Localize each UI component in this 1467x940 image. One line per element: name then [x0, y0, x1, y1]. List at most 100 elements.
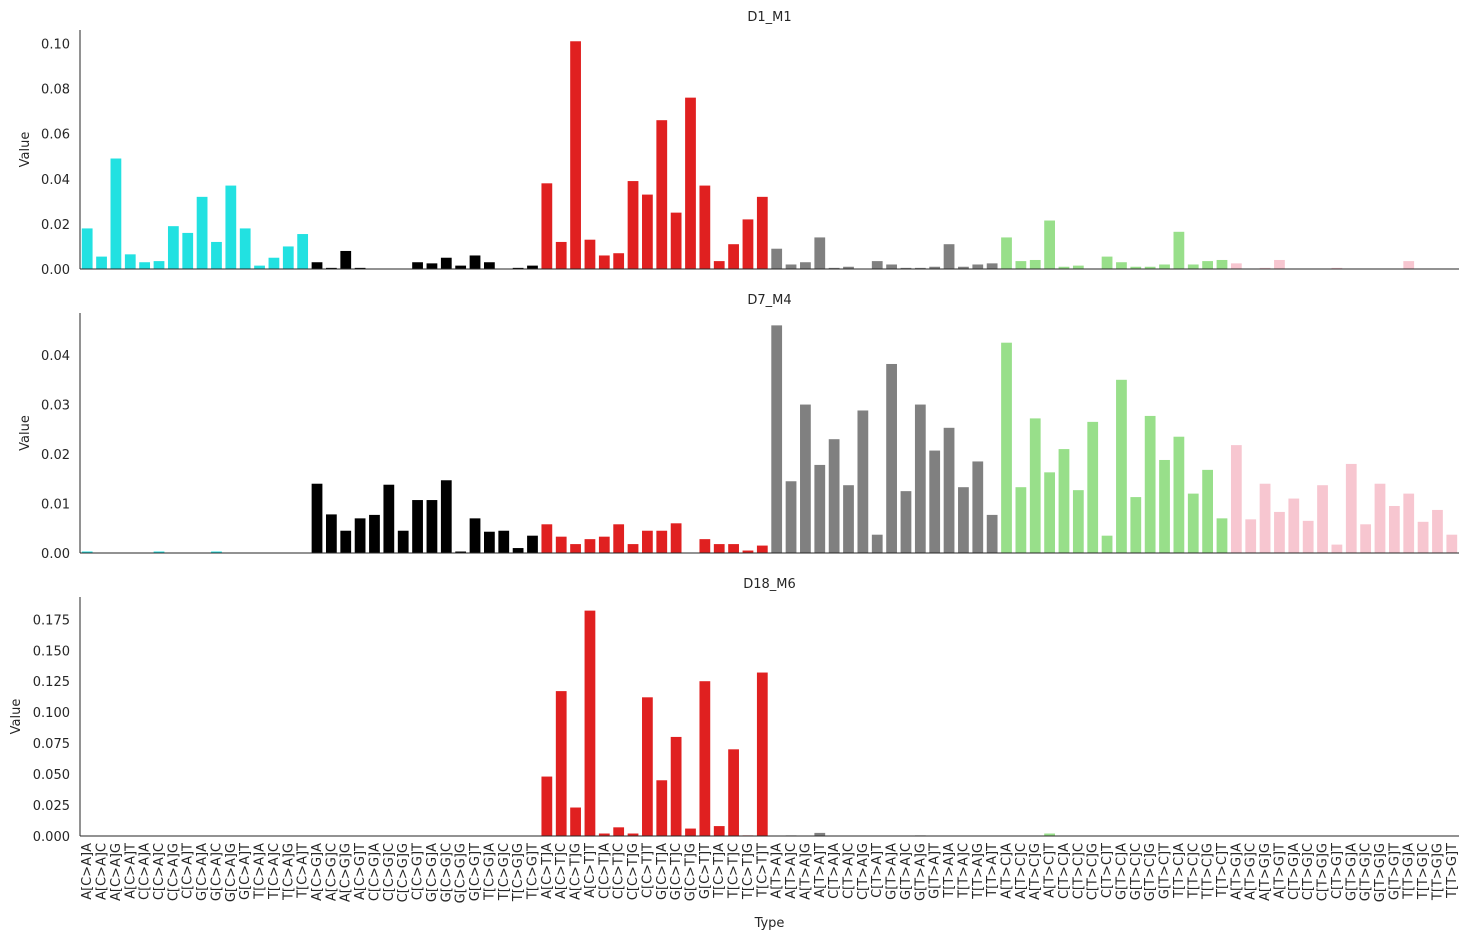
bar-G[C>G]A	[426, 263, 438, 269]
x-tick-label: G[C>T]C	[669, 843, 684, 900]
bar-G[C>T]A	[656, 120, 668, 269]
bar-A[T>G]T	[1274, 511, 1285, 553]
bar-G[T>A]A	[886, 363, 897, 553]
bar-T[T>G]C	[1417, 521, 1429, 553]
x-tick-label: C[T>G]C	[1301, 843, 1316, 900]
bar-T[C>T]T	[756, 196, 768, 269]
x-tick-label: T[T>A]C	[956, 843, 971, 899]
bar-C[C>G]T	[412, 500, 423, 553]
x-tick-label: C[C>T]T	[640, 843, 655, 898]
y-tick-label: 0.03	[41, 399, 70, 414]
bar-A[T>G]G	[1259, 267, 1271, 269]
x-tick-label: G[C>G]G	[454, 843, 469, 903]
bar-C[C>G]G	[397, 530, 409, 553]
bar-G[C>A]C	[211, 551, 222, 553]
bar-G[T>C]G	[1144, 266, 1156, 269]
x-tick-label: C[T>C]C	[1071, 843, 1086, 899]
bar-C[T>G]C	[1302, 520, 1314, 553]
x-tick-label: A[C>A]T	[123, 843, 138, 899]
bar-A[C>T]G	[570, 807, 581, 836]
bar-C[T>A]C	[843, 266, 854, 269]
y-tick-label: 0.025	[33, 799, 70, 814]
x-tick-label: G[C>G]C	[439, 843, 454, 902]
y-tick-label: 0.00	[41, 263, 70, 278]
bar-C[C>A]A	[139, 262, 151, 269]
x-tick-label: A[T>C]G	[1028, 843, 1043, 900]
x-tick-label: G[C>G]T	[468, 843, 483, 901]
x-tick-label: C[C>T]C	[612, 843, 627, 899]
bar-A[T>G]G	[1259, 483, 1271, 553]
bar-A[T>A]G	[800, 404, 811, 553]
bar-G[T>A]C	[900, 491, 912, 553]
y-tick-label: 0.02	[41, 448, 70, 463]
x-tick-label: T[C>T]C	[727, 843, 742, 899]
panel-3: 0.000 0.025 0.050 0.075 0.100 0.125 0.150 0.175…	[9, 577, 1459, 845]
x-tick-label: A[C>A]G	[109, 843, 124, 901]
y-tick-label: 0.04	[41, 349, 70, 364]
y-axis-label: Value	[18, 415, 33, 451]
bar-G[C>G]C	[440, 257, 452, 269]
bar-C[C>A]T	[182, 232, 194, 269]
bar-G[T>A]A	[886, 264, 897, 269]
x-tick-label: T[T>A]T	[985, 843, 1000, 898]
x-tick-label: C[T>C]A	[1057, 843, 1072, 899]
bar-C[T>C]A	[1058, 449, 1070, 553]
bar-G[C>G]T	[469, 518, 481, 553]
bar-C[C>T]T	[642, 530, 653, 553]
x-tick-label: A[C>G]C	[324, 843, 339, 901]
bar-C[T>G]A	[1288, 498, 1300, 553]
x-tick-label: C[C>A]A	[138, 843, 153, 900]
bar-T[C>T]A	[713, 544, 725, 553]
bar-G[T>A]G	[914, 404, 926, 553]
bar-T[C>A]A	[254, 265, 265, 269]
bar-T[C>T]G	[742, 550, 754, 553]
x-tick-label: T[T>G]G	[1430, 843, 1445, 901]
bar-G[C>T]T	[699, 185, 711, 269]
x-tick-label: C[T>A]C	[842, 843, 857, 899]
bar-C[C>T]G	[627, 181, 639, 269]
bar-A[C>T]G	[570, 544, 581, 553]
y-tick-label: 0.075	[33, 737, 70, 752]
bar-A[T>C]T	[1044, 833, 1055, 836]
bar-A[C>T]C	[555, 536, 567, 553]
bar-G[T>G]C	[1360, 524, 1372, 553]
bar-T[C>T]A	[713, 261, 725, 269]
bar-C[C>T]T	[642, 194, 653, 269]
bar-T[C>G]C	[498, 530, 510, 553]
x-tick-label: A[T>A]T	[813, 843, 828, 898]
x-tick-label: A[T>C]T	[1043, 843, 1058, 898]
y-tick-label: 0.08	[41, 83, 70, 98]
x-tick-label: C[T>G]G	[1316, 843, 1331, 901]
x-tick-label: C[C>A]C	[152, 843, 167, 900]
bar-G[T>G]G	[1374, 483, 1386, 553]
bar-A[T>C]G	[1029, 418, 1041, 553]
x-tick-label: T[C>T]G	[741, 843, 756, 900]
bar-A[C>T]T	[584, 239, 596, 269]
x-tick-label: G[C>A]T	[238, 843, 253, 900]
x-tick-label: G[C>G]A	[425, 843, 440, 902]
x-tick-label: C[T>C]T	[1100, 843, 1115, 898]
bar-T[C>T]T	[756, 545, 768, 553]
x-tick-label: C[T>C]G	[1086, 843, 1101, 900]
x-tick-label: G[C>T]G	[683, 843, 698, 901]
x-tick-label: A[C>T]C	[554, 843, 569, 899]
bar-T[T>G]A	[1403, 261, 1415, 269]
bar-G[C>T]G	[685, 828, 696, 836]
bar-A[T>A]A	[771, 248, 783, 269]
x-tick-label: G[T>C]G	[1143, 843, 1158, 901]
x-tick-label: A[T>C]A	[1000, 843, 1015, 899]
bar-A[C>T]C	[555, 691, 567, 836]
bar-G[C>T]A	[656, 780, 668, 836]
bar-C[C>T]G	[627, 833, 639, 836]
x-tick-label: A[C>T]T	[583, 843, 598, 898]
x-tick-label: C[C>T]A	[597, 843, 612, 899]
bar-A[T>C]A	[1001, 342, 1012, 553]
bar-C[T>C]T	[1101, 256, 1113, 269]
bar-C[T>G]T	[1331, 267, 1343, 269]
x-tick-label: T[C>A]G	[281, 843, 296, 901]
bar-G[C>A]T	[239, 228, 251, 269]
bar-C[C>T]C	[613, 827, 625, 836]
bar-T[C>T]C	[728, 544, 739, 553]
panel-1: 0.00 0.02 0.04 0.06 0.08 0.10 D1_M1 Value	[18, 10, 1459, 278]
panel-2: 0.00 0.01 0.02 0.03 0.04 D7_M4 Value	[18, 293, 1459, 562]
